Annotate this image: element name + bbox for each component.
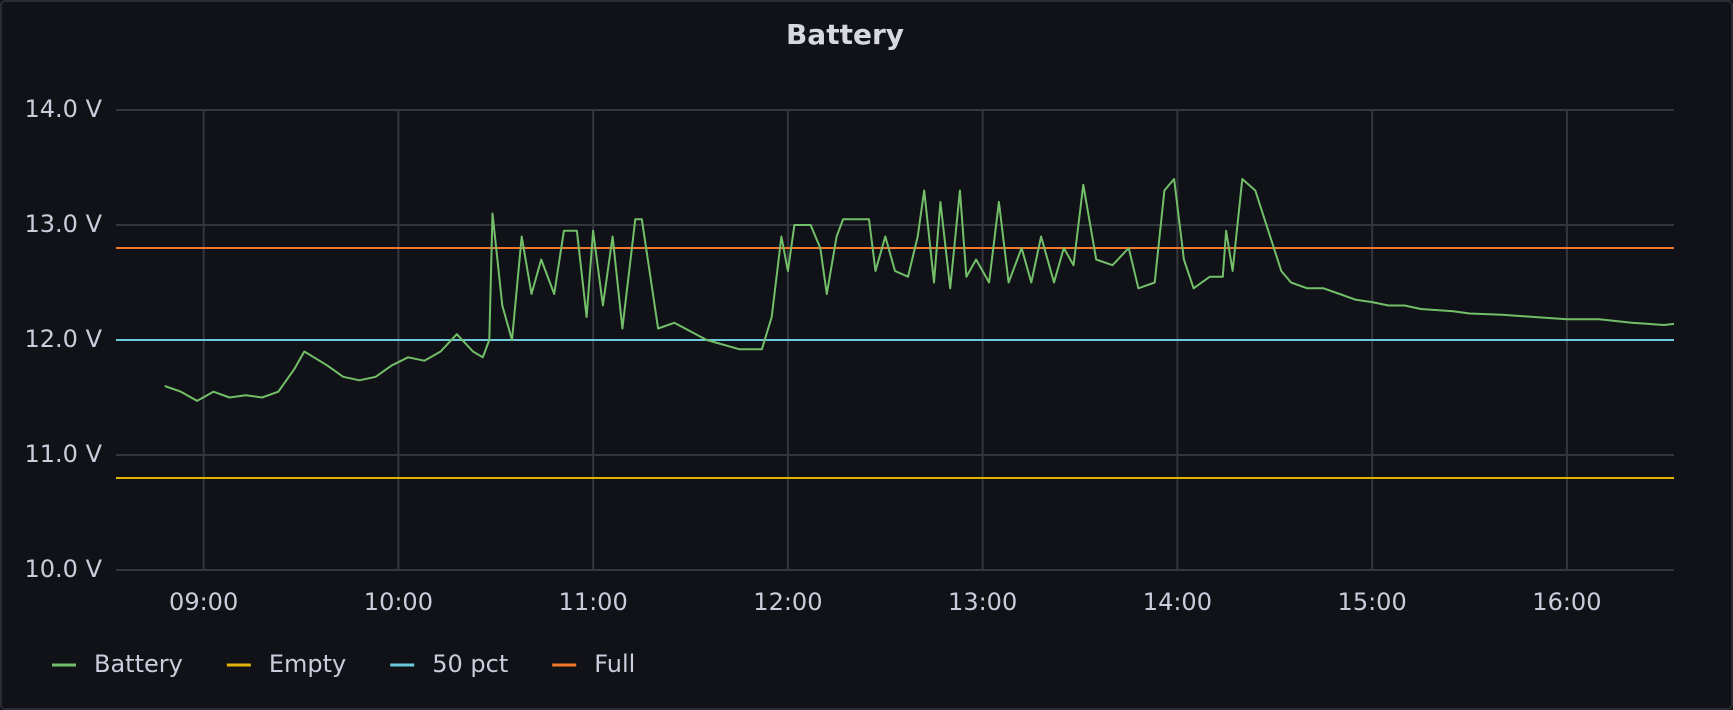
chart-title: Battery [786, 18, 904, 51]
y-tick-label: 12.0 V [25, 325, 103, 353]
legend-label: Battery [94, 650, 183, 678]
y-tick-label: 14.0 V [25, 95, 103, 123]
x-tick-label: 10:00 [364, 588, 433, 616]
y-tick-label: 11.0 V [25, 440, 103, 468]
legend-label: Full [594, 650, 635, 678]
legend-label: Empty [269, 650, 346, 678]
legend-label: 50 pct [432, 650, 508, 678]
y-tick-label: 10.0 V [25, 555, 103, 583]
x-tick-label: 14:00 [1143, 588, 1212, 616]
series-line [164, 178, 1675, 402]
x-tick-label: 13:00 [948, 588, 1017, 616]
x-tick-label: 11:00 [559, 588, 628, 616]
y-tick-label: 13.0 V [25, 210, 103, 238]
x-tick-label: 09:00 [169, 588, 238, 616]
x-tick-label: 15:00 [1338, 588, 1407, 616]
x-tick-label: 12:00 [753, 588, 822, 616]
x-tick-label: 16:00 [1532, 588, 1601, 616]
